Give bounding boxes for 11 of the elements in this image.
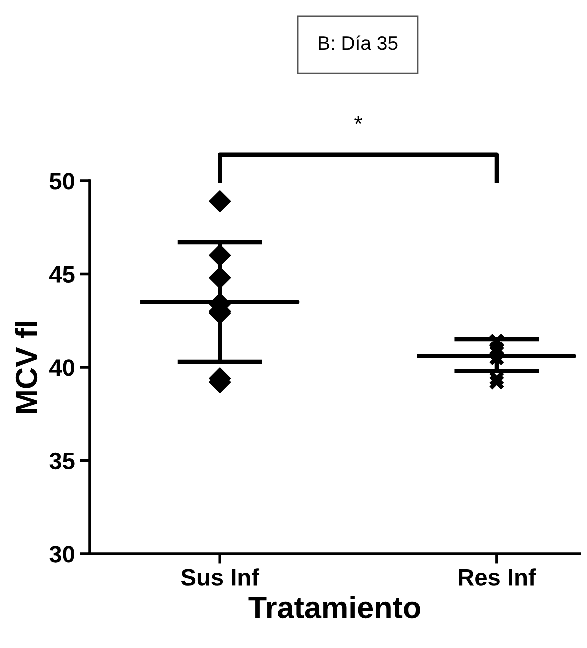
x-axis-title: Tratamiento xyxy=(248,596,420,619)
y-tick-label: 35 xyxy=(50,452,75,470)
y-tick-label: 30 xyxy=(50,546,74,563)
x-tick-label: Res Inf xyxy=(459,568,536,586)
text: * xyxy=(354,116,363,124)
x-tick-label: Sus Inf xyxy=(181,568,260,586)
y-tick-label: 50 xyxy=(50,173,74,190)
y-tick-label: 40 xyxy=(50,360,74,376)
y-tick-label: 45 xyxy=(50,266,75,284)
chart-title: B: Día 35 xyxy=(319,36,398,50)
y-axis-title: MCV fl xyxy=(15,322,38,413)
